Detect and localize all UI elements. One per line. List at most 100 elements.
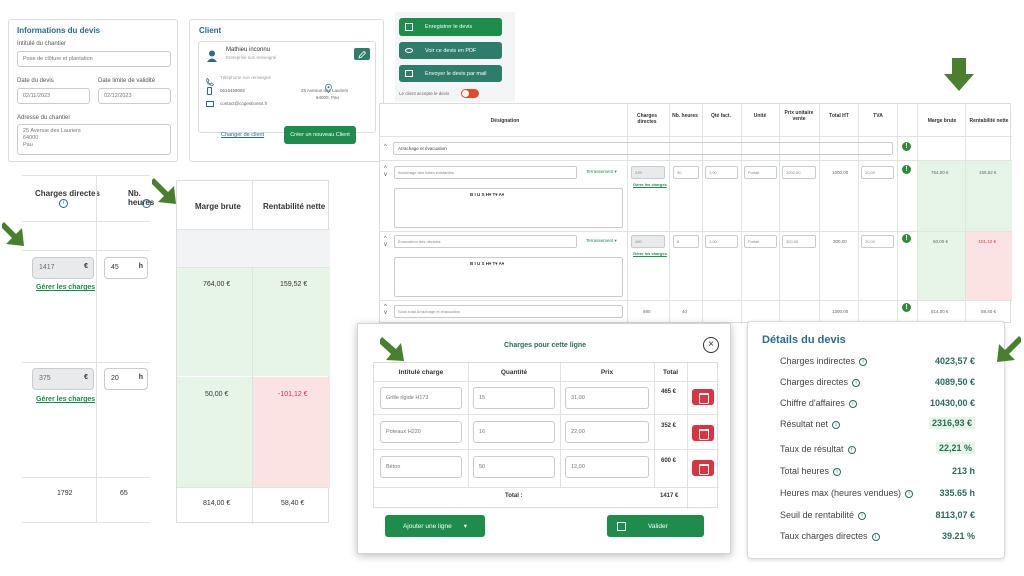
validite-input[interactable]: 02/12/2023 bbox=[98, 88, 171, 104]
location-icon bbox=[325, 80, 332, 94]
mobile-icon bbox=[207, 87, 212, 95]
mail-label: Envoyer le devis par mail bbox=[425, 70, 487, 77]
section-info-icon[interactable]: ! bbox=[902, 142, 911, 151]
validate-button[interactable]: Valider bbox=[607, 515, 704, 537]
row1-editor[interactable]: B I U S H▾ T▾ A▾ bbox=[394, 188, 623, 228]
adresse-textarea[interactable]: 25 Avenue des Lauriers 64000 Pau bbox=[17, 124, 171, 155]
accept-toggle[interactable] bbox=[461, 89, 479, 98]
row1-qty[interactable]: 1,00 bbox=[705, 166, 738, 179]
modal-row3-price[interactable]: 12,00 bbox=[565, 456, 649, 478]
zl-row1-hours[interactable]: 45 h bbox=[104, 257, 148, 279]
arrow-icon bbox=[152, 178, 176, 204]
row1-tva[interactable]: 20,00 bbox=[861, 166, 894, 179]
detail-row: Taux charges directes i 39.21 % bbox=[780, 531, 975, 541]
change-client-link[interactable]: Changer de client bbox=[221, 132, 265, 138]
modal-row2-qty[interactable]: 16 bbox=[473, 421, 555, 443]
zl-row2-charge[interactable]: 375 € bbox=[32, 368, 94, 390]
adresse-line-2: 64000 bbox=[23, 135, 39, 141]
add-line-button[interactable]: Ajouter une ligne ▾ bbox=[385, 515, 485, 537]
modal-row3-delete-button[interactable] bbox=[692, 460, 714, 476]
new-client-button[interactable]: Créer un nouveau Client bbox=[284, 126, 356, 144]
edit-client-button[interactable] bbox=[354, 48, 370, 60]
info-icon[interactable]: i bbox=[832, 420, 841, 429]
row2-designation[interactable]: Évacuation des déchets bbox=[394, 235, 577, 248]
row1-gerer[interactable]: Gérer les charges bbox=[633, 182, 667, 187]
row2-info-icon[interactable]: ! bbox=[902, 234, 911, 243]
zl-row2-hours[interactable]: 20 h bbox=[104, 368, 148, 390]
zl-row1-link[interactable]: Gérer les charges bbox=[36, 284, 96, 291]
th-total: Total HT bbox=[829, 113, 849, 119]
info-icon[interactable]: i bbox=[905, 489, 914, 498]
modal-th-qty: Quantité bbox=[500, 369, 528, 376]
date-input[interactable]: 02/11/2023 bbox=[17, 88, 90, 104]
row1-unit[interactable]: Forfait bbox=[744, 166, 777, 179]
row1-designation[interactable]: Arrachage des haies existantes bbox=[394, 166, 577, 179]
client-company: Entreprise non renseigné bbox=[226, 55, 277, 60]
subtotal-info-icon[interactable]: ! bbox=[902, 303, 911, 312]
main-table: Désignation Charges directes Nb. heures … bbox=[379, 103, 1012, 324]
zl-row2-link[interactable]: Gérer les charges bbox=[36, 396, 96, 403]
info-icon[interactable]: i bbox=[852, 378, 861, 387]
save-icon bbox=[405, 23, 413, 31]
mail-button[interactable]: Envoyer le devis par mail bbox=[399, 65, 502, 82]
row2-hours[interactable]: 8 bbox=[673, 235, 699, 248]
row1-move-icon[interactable]: ^ v bbox=[384, 166, 387, 178]
row2-type[interactable]: Terrassement ▾ bbox=[586, 238, 617, 243]
modal-row1-qty[interactable]: 15 bbox=[473, 387, 555, 409]
save-devis-button[interactable]: Enregistrer le devis bbox=[399, 18, 502, 36]
row2-unit[interactable]: Forfait bbox=[744, 235, 777, 248]
detail-row: Seuil de rentabilité i 8113,07 € bbox=[780, 510, 975, 520]
row1-hours[interactable]: 30 bbox=[673, 166, 699, 179]
row2-price[interactable]: 300,00 bbox=[782, 235, 816, 248]
subtotal-move-icon[interactable]: ^ v bbox=[384, 304, 387, 316]
modal-row3-name[interactable]: Béton bbox=[380, 456, 462, 478]
modal-row2-price[interactable]: 22,00 bbox=[565, 421, 649, 443]
eye-icon bbox=[405, 48, 413, 53]
modal-row2-name[interactable]: Poteaux H220 bbox=[380, 421, 462, 443]
info-icon[interactable]: i bbox=[858, 511, 867, 520]
subtotal-renta: 58,40 € bbox=[981, 309, 997, 314]
section-input[interactable]: Arrachage et évacuation bbox=[393, 142, 893, 155]
detail-row: Heures max (heures vendues) i 335.65 h bbox=[780, 488, 975, 498]
row1-type[interactable]: Terrassement ▾ bbox=[586, 169, 617, 174]
section-collapse-icon[interactable]: ^ bbox=[384, 144, 387, 150]
pencil-icon bbox=[358, 50, 367, 59]
detail-row: Charges indirectes i 4023,57 € bbox=[780, 356, 975, 366]
subtotal-input[interactable]: Sous total Arrachage et évacuation bbox=[394, 305, 623, 318]
modal-close-button[interactable]: × bbox=[703, 337, 719, 353]
row2-renta: -101,12 € bbox=[977, 239, 997, 244]
zl-row1-charge[interactable]: 1417 € bbox=[32, 257, 94, 279]
zm-row2-renta: -101,12 € bbox=[278, 391, 308, 398]
modal-total-label: Total : bbox=[505, 493, 523, 499]
info-icon[interactable]: i bbox=[833, 467, 842, 476]
chantier-input[interactable]: Pose de clôture et plantation bbox=[17, 51, 171, 67]
row1-info-icon[interactable]: ! bbox=[902, 165, 911, 174]
modal-th-price: Prix bbox=[600, 369, 614, 376]
info-icon[interactable]: i bbox=[871, 532, 880, 541]
row2-editor[interactable]: B I U S H▾ T▾ A▾ bbox=[394, 257, 623, 297]
info-icon[interactable]: i bbox=[848, 399, 857, 408]
row1-editor-toolbar[interactable]: B I U S H▾ T▾ A▾ bbox=[470, 192, 505, 197]
modal-th-name: Intitulé charge bbox=[398, 369, 444, 376]
row2-gerer[interactable]: Gérer les charges bbox=[633, 251, 667, 256]
row2-tva[interactable]: 20,00 bbox=[861, 235, 894, 248]
modal-row1-delete-button[interactable] bbox=[692, 389, 714, 405]
client-email: contact@cogestion64.fr bbox=[220, 101, 268, 106]
save-icon bbox=[617, 521, 626, 531]
modal-row1-name[interactable]: Grille rigide H173 bbox=[380, 387, 462, 409]
row2-qty[interactable]: 1,00 bbox=[705, 235, 738, 248]
info-icon[interactable]: i bbox=[847, 445, 856, 454]
modal-row3-qty[interactable]: 50 bbox=[473, 456, 555, 478]
row2-charges[interactable]: 450 bbox=[631, 235, 665, 248]
modal-row1-price[interactable]: 31,00 bbox=[565, 387, 649, 409]
row1-price[interactable]: 1000,00 bbox=[782, 166, 816, 179]
info-icon[interactable]: i bbox=[859, 357, 868, 366]
row2-editor-toolbar[interactable]: B I U S H▾ T▾ A▾ bbox=[470, 261, 505, 266]
pdf-button[interactable]: Voir ce devis en PDF bbox=[399, 42, 502, 59]
charges-modal: Charges pour cette ligne × Intitulé char… bbox=[357, 323, 731, 554]
th-charges: Charges directes bbox=[636, 113, 657, 125]
row2-move-icon[interactable]: ^ v bbox=[384, 236, 387, 248]
client-card bbox=[198, 41, 376, 133]
row1-charges[interactable]: 239 bbox=[631, 166, 665, 179]
modal-row2-delete-button[interactable] bbox=[692, 425, 714, 441]
